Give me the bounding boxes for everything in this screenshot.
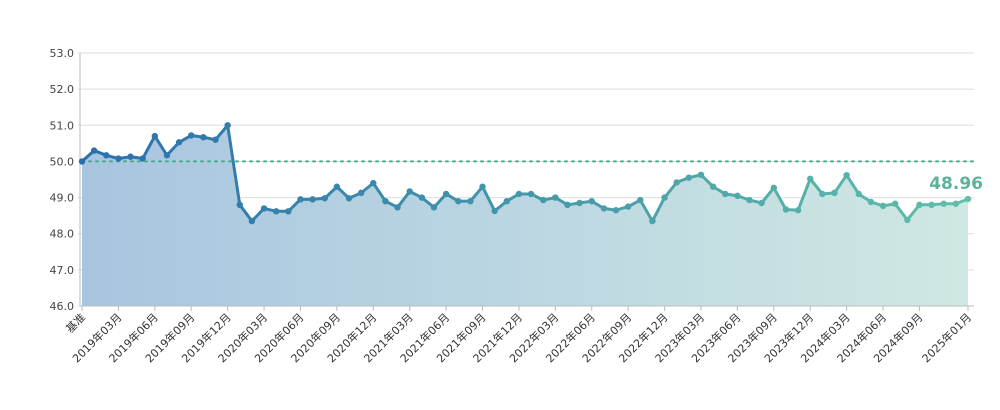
y-tick-label: 46.0	[50, 300, 75, 313]
data-point	[600, 205, 608, 212]
data-point	[212, 136, 219, 143]
data-point	[260, 205, 268, 212]
data-point	[139, 155, 146, 162]
data-point	[624, 203, 632, 210]
x-tick-label: 基准	[63, 311, 88, 336]
data-point	[455, 197, 462, 205]
y-tick-label: 51.0	[50, 119, 75, 132]
data-point	[200, 134, 207, 141]
data-point	[418, 194, 426, 201]
data-point	[103, 152, 110, 159]
data-point	[855, 190, 862, 198]
data-point	[843, 171, 850, 179]
data-point	[734, 192, 741, 199]
data-point	[540, 196, 547, 204]
x-tick-label: 2025年01月	[919, 310, 974, 365]
data-point	[758, 199, 765, 207]
data-point	[515, 190, 523, 198]
data-point	[467, 197, 474, 205]
data-point	[345, 195, 353, 202]
y-tick-label: 49.0	[50, 192, 75, 205]
data-point	[576, 199, 583, 207]
data-point	[127, 153, 134, 160]
data-point	[333, 183, 341, 190]
data-point	[163, 152, 171, 159]
area-fill	[82, 125, 968, 307]
data-point	[285, 208, 292, 215]
data-point	[78, 158, 86, 165]
data-point	[90, 147, 98, 154]
data-point	[673, 179, 680, 186]
area-fill-layer	[82, 125, 968, 307]
data-point	[964, 195, 972, 203]
data-point	[940, 200, 947, 207]
data-point	[175, 139, 183, 146]
data-point	[782, 206, 790, 213]
data-point	[928, 201, 935, 208]
series-line-layer	[81, 123, 969, 223]
data-point	[722, 190, 729, 198]
data-point	[819, 190, 826, 198]
data-point	[891, 200, 899, 207]
y-tick-label: 50.0	[50, 155, 75, 168]
data-point	[479, 183, 486, 190]
data-point	[309, 196, 316, 203]
y-tick-label: 47.0	[50, 264, 75, 277]
data-point	[807, 175, 814, 182]
data-point	[661, 194, 668, 201]
data-point	[503, 197, 510, 205]
data-point	[188, 132, 195, 139]
data-point	[794, 207, 802, 214]
data-point	[588, 197, 595, 205]
data-point	[770, 184, 778, 192]
data-point	[382, 197, 389, 205]
data-point	[685, 174, 693, 181]
data-point	[248, 217, 256, 225]
data-point	[370, 179, 377, 187]
data-point	[879, 202, 887, 210]
data-point	[406, 188, 413, 195]
data-point	[552, 194, 559, 201]
data-point	[746, 196, 753, 204]
data-point	[236, 201, 243, 208]
series-line	[81, 123, 969, 223]
x-axis-ticks: 基准2019年03月2019年06月2019年09月2019年12月2020年0…	[63, 305, 974, 365]
data-point	[867, 198, 875, 206]
y-tick-label: 52.0	[50, 83, 75, 96]
data-point	[297, 196, 304, 203]
data-point	[527, 190, 535, 198]
data-point	[394, 204, 401, 211]
data-point	[916, 201, 923, 208]
data-point	[564, 201, 571, 208]
data-point	[709, 183, 717, 190]
data-points	[78, 122, 972, 225]
data-point	[952, 200, 960, 207]
data-point	[612, 207, 620, 214]
y-tick-label: 53.0	[50, 47, 75, 60]
data-point	[430, 204, 438, 211]
data-point	[151, 132, 159, 140]
data-point	[831, 189, 838, 197]
data-point	[697, 171, 705, 179]
data-point	[321, 195, 328, 202]
data-point	[904, 216, 911, 224]
data-point	[442, 190, 450, 198]
y-axis-ticks: 53.0 52.0 51.0 50.0 49.0 48.0 47.0 46.0	[50, 47, 75, 313]
data-point	[649, 217, 656, 225]
y-tick-label: 48.0	[50, 228, 75, 241]
data-point	[224, 122, 231, 129]
data-point	[491, 207, 498, 215]
data-point	[637, 196, 644, 204]
data-point	[115, 155, 122, 162]
last-value-label: 48.96	[929, 174, 983, 194]
data-point	[357, 189, 365, 197]
data-point	[272, 208, 280, 215]
